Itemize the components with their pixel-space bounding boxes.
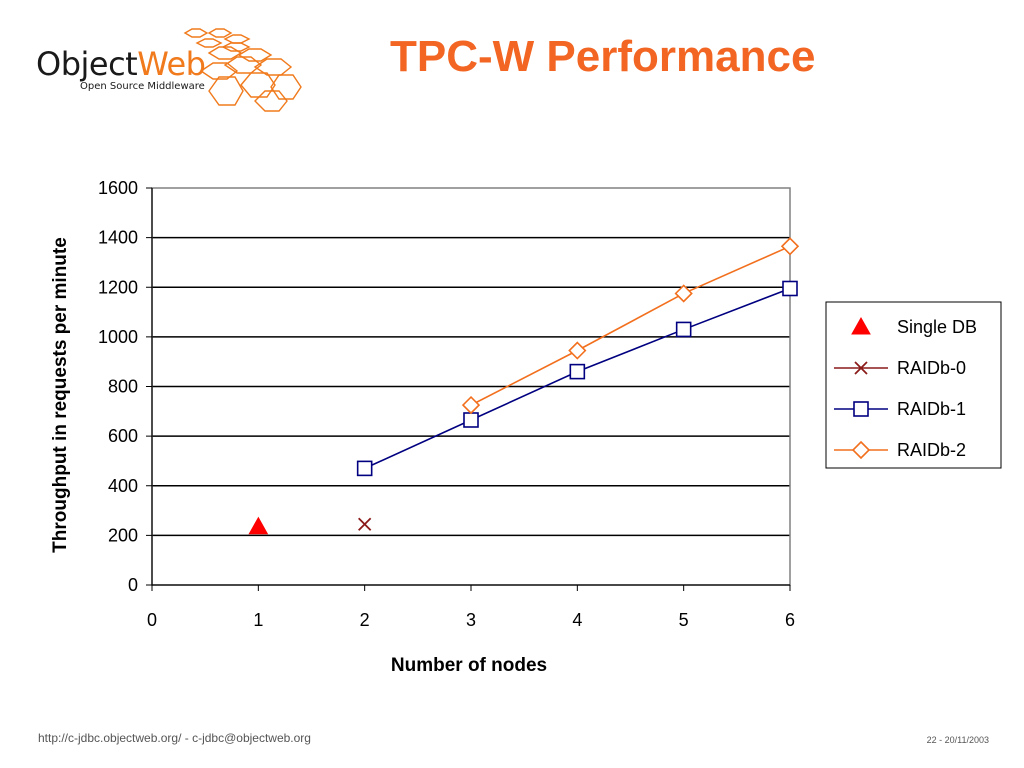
axes: 0 200 400 600 800 1000 1200 1400 1600 0 1 2 3 4 5 6 <box>98 178 795 630</box>
legend-label-raidb-2: RAIDb-2 <box>897 440 966 460</box>
logo-word-object: Object <box>36 45 138 83</box>
point-raidb-1-3 <box>675 321 692 338</box>
y-axis-title: Throughput in requests per minute <box>50 237 71 553</box>
y-tick-label-1: 200 <box>108 525 138 545</box>
honeycomb-logo-icon <box>183 28 302 112</box>
x-tick-label-4: 4 <box>572 610 582 630</box>
point-raidb-0-0 <box>358 517 372 531</box>
y-tick-label-3: 600 <box>108 426 138 446</box>
point-raidb-1-2 <box>569 363 586 380</box>
point-raidb-2-3 <box>780 237 800 256</box>
legend-marker-single-db <box>851 316 871 335</box>
y-tick-label-5: 1000 <box>98 327 138 347</box>
objectweb-logo: ObjectWeb Open Source Middleware <box>30 25 302 115</box>
legend: Single DB RAIDb-0 RAIDb-1 RAIDb-2 <box>825 301 1002 469</box>
legend-entry-raidb-0: RAIDb-0 <box>834 358 966 378</box>
logo-word-web: Web <box>137 45 206 83</box>
legend-marker-raidb-1 <box>853 401 869 417</box>
x-axis-title: Number of nodes <box>391 655 547 676</box>
legend-label-single-db: Single DB <box>897 317 977 337</box>
point-raidb-1-4 <box>782 280 798 297</box>
series-raidb-1 <box>356 280 798 477</box>
point-raidb-2-2 <box>674 284 693 303</box>
series-line-raidb-2 <box>470 245 791 406</box>
y-tick-label-8: 1600 <box>98 178 138 198</box>
x-tick-label-5: 5 <box>679 610 689 630</box>
legend-label-raidb-1: RAIDb-1 <box>897 399 966 419</box>
x-tick-label-2: 2 <box>360 610 370 630</box>
slide-title: TPC-W Performance <box>390 32 816 81</box>
legend-label-raidb-0: RAIDb-0 <box>897 358 966 378</box>
y-tick-label-7: 1400 <box>98 228 138 248</box>
point-single-db-0 <box>248 516 269 535</box>
point-raidb-0-0-stroke-b <box>358 517 372 531</box>
x-tick-label-0: 0 <box>147 610 157 630</box>
x-tick-label-3: 3 <box>466 610 476 630</box>
footer-page-info: 22 - 20/11/2003 <box>926 735 989 745</box>
point-raidb-1-0 <box>356 460 373 477</box>
logo-wordmark: ObjectWeb <box>36 45 206 83</box>
series-raidb-2 <box>461 237 800 415</box>
grid-lines <box>152 236 790 537</box>
x-tick-label-6: 6 <box>785 610 795 630</box>
data-series <box>248 237 800 535</box>
y-tick-label-2: 400 <box>108 476 138 496</box>
legend-entry-raidb-2: RAIDb-2 <box>834 440 966 460</box>
series-single-db <box>248 516 269 535</box>
legend-marker-raidb-0-stroke-b <box>854 361 868 375</box>
y-tick-label-4: 800 <box>108 377 138 397</box>
y-tick-label-0: 0 <box>128 575 138 595</box>
y-tick-label-6: 1200 <box>98 277 138 297</box>
footer-url: http://c-jdbc.objectweb.org/ - c-jdbc@ob… <box>38 731 311 745</box>
point-raidb-1-1 <box>463 412 479 428</box>
logo-tagline: Open Source Middleware <box>80 81 205 92</box>
x-tick-label-1: 1 <box>253 610 263 630</box>
point-raidb-2-0 <box>461 395 481 415</box>
legend-entry-raidb-1: RAIDb-1 <box>834 399 966 419</box>
legend-marker-raidb-0 <box>854 361 868 375</box>
point-raidb-2-1 <box>568 341 587 360</box>
series-raidb-0 <box>358 517 372 531</box>
legend-marker-raidb-2 <box>851 440 871 460</box>
legend-entry-single-db: Single DB <box>851 316 977 337</box>
